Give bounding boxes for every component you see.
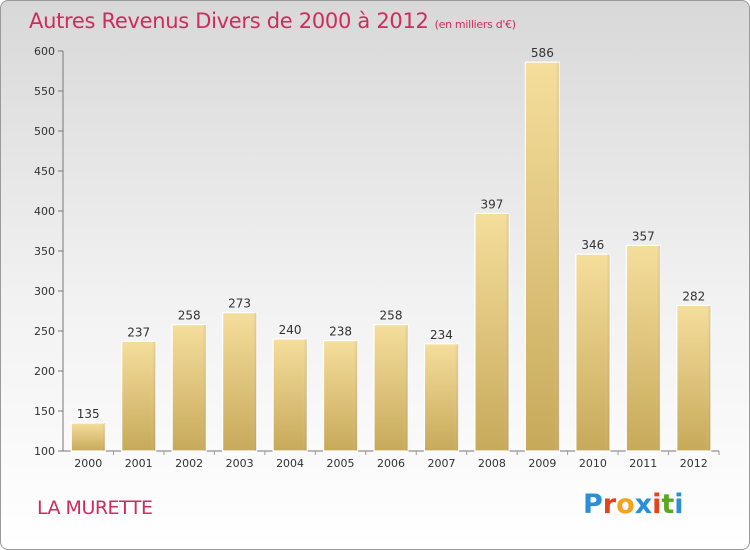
y-tick: 350 xyxy=(34,245,63,258)
bar-shade xyxy=(273,339,308,451)
y-tick: 450 xyxy=(34,165,63,178)
chart-unit: (en milliers d'€) xyxy=(434,18,516,31)
bar xyxy=(676,304,712,452)
bar-shade xyxy=(374,324,408,451)
y-tick: 250 xyxy=(34,325,63,338)
bar-shade xyxy=(474,213,509,451)
x-tick-label: 2000 xyxy=(74,457,102,470)
x-tick-label: 2001 xyxy=(125,457,153,470)
x-tick-label: 2010 xyxy=(579,457,607,470)
logo-letter: r xyxy=(602,489,617,520)
bar-shade xyxy=(525,62,560,451)
y-tick: 200 xyxy=(34,365,63,378)
data-label: 586 xyxy=(531,46,554,60)
x-tick-label: 2008 xyxy=(478,457,506,470)
bar xyxy=(272,338,308,452)
chart-title-text: Autres Revenus Divers de 2000 à 2012 xyxy=(29,9,429,33)
y-tick-label: 600 xyxy=(34,45,55,58)
bar-shade xyxy=(575,254,610,451)
bar-shade xyxy=(424,343,459,451)
bar xyxy=(171,324,207,452)
x-tick-label: 2011 xyxy=(629,457,657,470)
data-label: 238 xyxy=(329,325,352,339)
data-label: 273 xyxy=(228,297,251,311)
bar-shade xyxy=(121,341,156,451)
data-label: 135 xyxy=(77,407,100,421)
x-tick-label: 2009 xyxy=(528,457,556,470)
logo-letter: i xyxy=(652,489,662,520)
x-tick-label: 2007 xyxy=(427,457,455,470)
bar xyxy=(423,343,460,452)
bar-shade xyxy=(71,423,106,451)
data-label: 234 xyxy=(430,328,453,342)
bar xyxy=(625,244,661,452)
y-tick-label: 500 xyxy=(34,125,55,138)
x-tick-label: 2002 xyxy=(175,457,203,470)
bar xyxy=(121,340,157,452)
x-tick-label: 2006 xyxy=(377,457,405,470)
data-label: 240 xyxy=(279,323,302,337)
bar xyxy=(70,422,106,452)
y-tick: 150 xyxy=(34,405,63,418)
y-tick-label: 250 xyxy=(34,325,55,338)
bar-shade xyxy=(676,305,711,451)
y-tick: 600 xyxy=(34,45,63,58)
data-label: 258 xyxy=(178,309,201,323)
bar xyxy=(322,340,359,452)
bar-shade xyxy=(323,340,358,451)
y-tick: 550 xyxy=(34,85,63,98)
data-label: 282 xyxy=(682,289,705,303)
bar-shade xyxy=(172,324,207,451)
x-tick-label: 2004 xyxy=(276,457,304,470)
y-tick-label: 300 xyxy=(34,285,55,298)
data-label: 357 xyxy=(632,229,655,243)
bar xyxy=(524,61,560,452)
y-tick-label: 550 xyxy=(34,85,55,98)
data-labels-group: 135 237 258 273 240 238 258 234 397 586 346 357 282 xyxy=(77,46,705,421)
bar-shade xyxy=(222,312,257,451)
data-label: 397 xyxy=(480,197,503,211)
data-label: 237 xyxy=(127,325,150,339)
y-axis: 100 150 200 250 300 350 400 450 500 550 600 xyxy=(34,45,64,458)
x-tick-label: 2012 xyxy=(680,457,708,470)
chart-title: Autres Revenus Divers de 2000 à 2012 (en … xyxy=(29,9,516,33)
x-axis: 2000 2001 2002 2003 2004 2005 2006 2007 2008 2009… xyxy=(63,450,720,470)
y-tick: 100 xyxy=(34,445,63,458)
logo-letter: x xyxy=(634,489,653,520)
data-label: 258 xyxy=(380,309,403,323)
logo-letter: t xyxy=(661,489,675,520)
logo-letter: P xyxy=(583,489,603,520)
y-tick-label: 350 xyxy=(34,245,55,258)
bar-shade xyxy=(626,245,661,451)
logo-letter: o xyxy=(616,489,635,520)
y-tick: 300 xyxy=(34,285,63,298)
y-tick: 400 xyxy=(34,205,63,218)
y-tick: 500 xyxy=(34,125,63,138)
y-tick-label: 200 xyxy=(34,365,55,378)
y-tick-label: 400 xyxy=(34,205,55,218)
y-tick-label: 100 xyxy=(34,445,55,458)
x-tick-label: 2003 xyxy=(226,457,254,470)
y-tick-label: 150 xyxy=(34,405,55,418)
bar xyxy=(575,253,611,452)
y-tick-label: 450 xyxy=(34,165,55,178)
bar xyxy=(474,212,510,452)
logo-letter: i xyxy=(674,489,684,520)
location-name: LA MURETTE xyxy=(37,497,153,519)
data-label: 346 xyxy=(581,238,604,252)
x-tick-label: 2005 xyxy=(327,457,355,470)
proxiti-logo: Proxiti xyxy=(583,489,684,520)
bar xyxy=(373,324,409,452)
bars-group xyxy=(70,61,712,452)
bar xyxy=(222,312,258,452)
